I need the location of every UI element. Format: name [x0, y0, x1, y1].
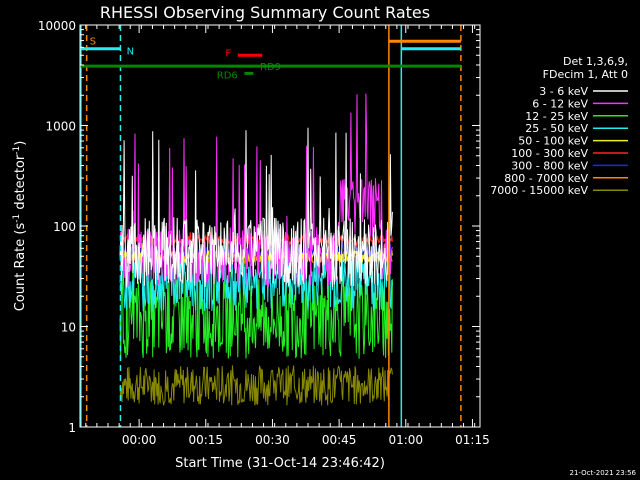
footer-timestamp: 21-Oct-2021 23:56	[570, 469, 637, 477]
chart-title: RHESSI Observing Summary Count Rates	[100, 3, 430, 22]
legend-header-line2: FDecim 1, Att 0	[543, 68, 628, 81]
y-tick-label-2: 100	[53, 220, 76, 234]
flag-label-rd9: RD9	[260, 62, 281, 73]
flag-label-f: F	[225, 49, 231, 60]
legend: Det 1,3,6,9, FDecim 1, Att 0 3 - 6 keV6 …	[490, 55, 628, 197]
x-axis: 00:00 00:15 00:30 00:45 01:00 01:15	[85, 25, 490, 447]
x-tick-label-2: 00:30	[255, 433, 290, 447]
legend-label-1: 6 - 12 keV	[532, 97, 588, 110]
y-axis: 1 10 100 1000 10000	[38, 19, 480, 435]
legend-header-line1: Det 1,3,6,9,	[563, 55, 628, 68]
x-tick-label-0: 00:00	[122, 433, 157, 447]
legend-label-6: 300 - 800 keV	[511, 159, 588, 172]
series-line-0	[119, 127, 393, 289]
legend-label-7: 800 - 7000 keV	[504, 172, 588, 185]
x-axis-label: Start Time (31-Oct-14 23:46:42)	[175, 456, 385, 471]
legend-label-8: 7000 - 15000 keV	[490, 184, 588, 197]
x-tick-label-5: 01:15	[455, 433, 490, 447]
legend-label-2: 12 - 25 keV	[525, 110, 588, 123]
x-tick-label-3: 00:45	[322, 433, 357, 447]
flag-label-n: N	[127, 46, 134, 57]
legend-label-5: 100 - 300 keV	[511, 147, 588, 160]
x-tick-label-1: 00:15	[188, 433, 223, 447]
flag-label-s: S	[90, 37, 96, 48]
plot-area: S N F RD9 RD6	[80, 25, 462, 427]
y-tick-label-0: 1	[68, 421, 76, 435]
legend-label-4: 50 - 100 keV	[518, 135, 588, 148]
y-axis-label: Count Rate (s-1 detector-1)	[12, 141, 28, 312]
series-line-8	[119, 364, 393, 406]
y-tick-label-1: 10	[61, 321, 76, 335]
legend-label-0: 3 - 6 keV	[539, 85, 588, 98]
y-tick-label-3: 1000	[45, 120, 76, 134]
legend-label-3: 25 - 50 keV	[525, 122, 588, 135]
x-tick-label-4: 01:00	[388, 433, 423, 447]
y-tick-label-4: 10000	[38, 19, 76, 33]
flag-label-rd6: RD6	[217, 71, 238, 82]
